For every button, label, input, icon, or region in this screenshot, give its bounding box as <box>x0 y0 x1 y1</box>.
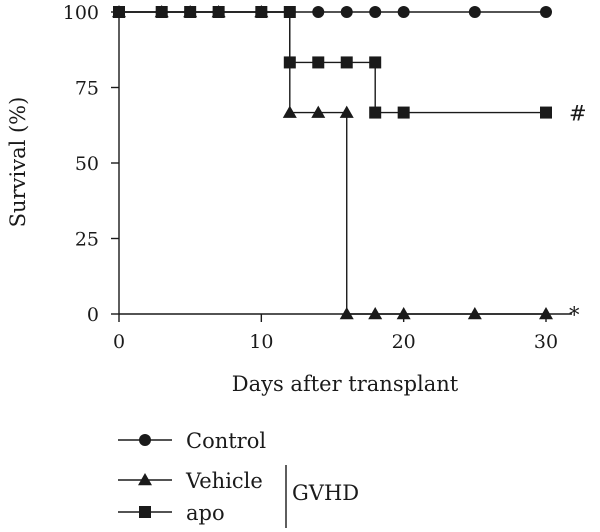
axes: 0 10 20 30 0 25 50 75 100 <box>63 2 572 353</box>
legend-group-label: GVHD <box>292 481 359 505</box>
point-apo-20 <box>397 106 410 119</box>
point-control-10 <box>255 6 268 18</box>
legend-label-vehicle: Vehicle <box>185 469 263 493</box>
annotation-apo: # <box>569 102 587 126</box>
point-vehicle-16 <box>339 105 354 118</box>
point-control-16 <box>340 6 353 18</box>
point-apo-30 <box>540 106 552 119</box>
series-control <box>113 6 552 18</box>
series-apo: # <box>113 6 587 126</box>
point-apo-18 <box>369 56 382 69</box>
point-vehicle-14 <box>311 105 326 118</box>
x-ticks: 0 10 20 30 <box>113 314 558 353</box>
point-control-0 <box>113 6 125 18</box>
series-layer: #* <box>112 5 587 327</box>
x-tick-label-20: 20 <box>392 331 416 353</box>
series-line-apo <box>119 11 546 114</box>
x-tick-label-30: 30 <box>534 331 558 353</box>
point-vehicle-18 <box>368 307 383 320</box>
y-ticks: 0 25 50 75 100 <box>63 2 119 326</box>
point-control-7 <box>212 6 225 18</box>
legend-marker-vehicle <box>138 473 152 486</box>
point-control-5 <box>184 6 197 18</box>
point-control-14 <box>312 6 325 18</box>
legend-item-vehicle: Vehicle <box>118 469 263 493</box>
point-vehicle-16 <box>339 307 354 320</box>
legend-label-apo: apo <box>186 501 225 525</box>
point-control-3 <box>155 6 168 18</box>
legend-marker-control <box>139 434 151 446</box>
legend-item-apo: apo <box>118 501 225 525</box>
point-vehicle-12 <box>282 105 297 118</box>
y-axis-title: Survival (%) <box>6 97 30 228</box>
y-tick-label-25: 25 <box>75 229 99 251</box>
y-tick-label-0: 0 <box>87 304 99 326</box>
point-control-12 <box>283 6 296 18</box>
annotation-vehicle: * <box>569 303 580 327</box>
y-tick-label-100: 100 <box>63 2 99 24</box>
point-control-18 <box>369 6 382 18</box>
x-tick-label-0: 0 <box>113 331 125 353</box>
point-vehicle-20 <box>396 307 411 320</box>
point-control-20 <box>397 6 410 18</box>
legend: Control Vehicle apo GVHD <box>118 429 359 528</box>
point-apo-16 <box>340 56 353 69</box>
series-line-vehicle <box>119 11 546 315</box>
legend-item-control: Control <box>118 429 266 453</box>
y-tick-label-75: 75 <box>75 78 99 100</box>
point-vehicle-30 <box>539 307 553 320</box>
series-vehicle: * <box>112 5 580 327</box>
legend-label-control: Control <box>186 429 266 453</box>
legend-marker-apo <box>139 506 151 518</box>
y-tick-label-50: 50 <box>75 153 99 175</box>
point-control-25 <box>468 6 481 18</box>
x-tick-label-10: 10 <box>249 331 273 353</box>
point-vehicle-25 <box>467 307 482 320</box>
point-control-30 <box>540 6 552 18</box>
x-axis-title: Days after transplant <box>232 372 459 396</box>
point-apo-18 <box>369 106 382 119</box>
point-apo-14 <box>312 56 325 69</box>
